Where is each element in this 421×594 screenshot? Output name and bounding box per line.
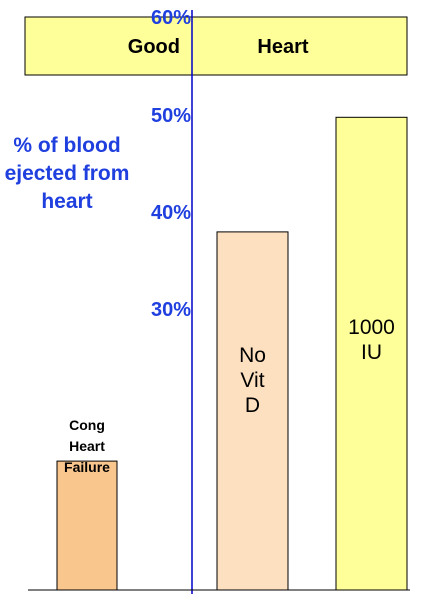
- bar-2-label: Vit: [240, 369, 264, 392]
- y-tick-labels: 60% 50% 40% 30%: [151, 7, 191, 321]
- bar-3: [335, 116, 408, 591]
- bar-2-label: No: [239, 344, 266, 367]
- y-tick-label: 30%: [151, 299, 191, 321]
- y-tick-label: 40%: [151, 202, 191, 224]
- y-tick-label: 60%: [151, 7, 191, 29]
- bar-1-label: Cong: [69, 417, 105, 433]
- y-axis-label-line-2: ejected from: [5, 162, 130, 185]
- y-axis-label-line-3: heart: [41, 190, 92, 213]
- bar-3-label: IU: [361, 341, 382, 364]
- y-tick-label: 50%: [151, 105, 191, 127]
- bar-3-label: 1000: [348, 316, 395, 339]
- bar-1-label: Failure: [64, 459, 110, 475]
- banner-right-text: Heart: [257, 36, 308, 58]
- banner-left-text: Good: [128, 36, 180, 58]
- bar-2-label: D: [245, 394, 260, 417]
- bar-1: [56, 460, 118, 591]
- bar-2: [216, 231, 289, 591]
- y-axis-label-line-1: % of blood: [13, 134, 120, 157]
- y-axis-label: % of blood ejected from heart: [5, 134, 130, 213]
- good-heart-banner: [24, 16, 408, 76]
- bar-1-label: Heart: [69, 438, 105, 454]
